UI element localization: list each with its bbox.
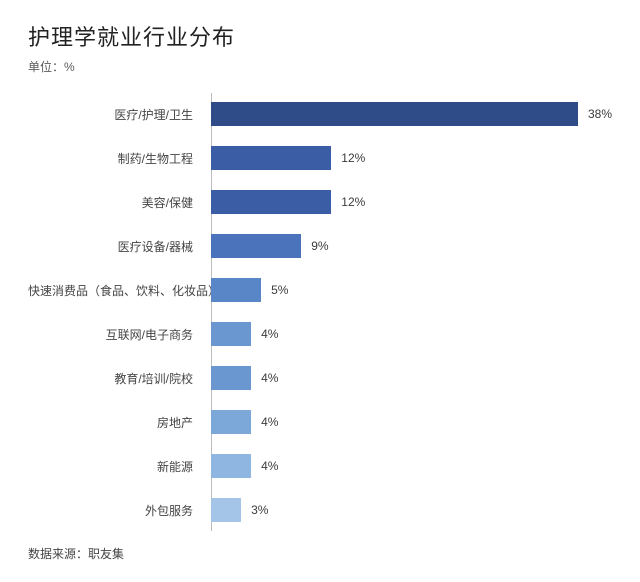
category-label: 医疗/护理/卫生 [28, 106, 203, 123]
bar [211, 234, 301, 258]
bar-value: 12% [341, 195, 365, 209]
bar [211, 410, 251, 434]
bar [211, 322, 251, 346]
bar-track: 12% [211, 146, 612, 170]
chart-unit: 单位：% [28, 58, 612, 75]
bar-row: 外包服务 3% [28, 495, 612, 525]
category-label: 房地产 [28, 414, 203, 431]
bar [211, 102, 578, 126]
chart-area: 医疗/护理/卫生 38% 制药/生物工程 12% 美容/保健 12% [28, 99, 612, 525]
category-label: 外包服务 [28, 502, 203, 519]
bar-track: 38% [211, 102, 612, 126]
bar-track: 4% [211, 454, 612, 478]
bar-track: 4% [211, 322, 612, 346]
category-label: 制药/生物工程 [28, 150, 203, 167]
bar-value: 3% [251, 503, 268, 517]
bar [211, 498, 241, 522]
bar [211, 366, 251, 390]
bar-value: 38% [588, 107, 612, 121]
bar-track: 5% [211, 278, 612, 302]
bar-row: 制药/生物工程 12% [28, 143, 612, 173]
bar-row: 医疗设备/器械 9% [28, 231, 612, 261]
bar-row: 教育/培训/院校 4% [28, 363, 612, 393]
bar-track: 4% [211, 410, 612, 434]
bar-value: 12% [341, 151, 365, 165]
bar-value: 5% [271, 283, 288, 297]
bar-value: 4% [261, 459, 278, 473]
bar [211, 454, 251, 478]
chart-title: 护理学就业行业分布 [28, 20, 612, 52]
category-label: 快速消费品（食品、饮料、化妆品） [28, 282, 203, 299]
bar-value: 4% [261, 415, 278, 429]
bar-row: 新能源 4% [28, 451, 612, 481]
bar-track: 3% [211, 498, 612, 522]
category-label: 医疗设备/器械 [28, 238, 203, 255]
bar-row: 房地产 4% [28, 407, 612, 437]
category-label: 美容/保健 [28, 194, 203, 211]
category-label: 教育/培训/院校 [28, 370, 203, 387]
category-label: 新能源 [28, 458, 203, 475]
bar [211, 190, 331, 214]
bar-row: 医疗/护理/卫生 38% [28, 99, 612, 129]
bar [211, 278, 261, 302]
bar-row: 快速消费品（食品、饮料、化妆品） 5% [28, 275, 612, 305]
category-label: 互联网/电子商务 [28, 326, 203, 343]
bar-row: 互联网/电子商务 4% [28, 319, 612, 349]
bar [211, 146, 331, 170]
bar-value: 4% [261, 327, 278, 341]
bar-value: 4% [261, 371, 278, 385]
bar-row: 美容/保健 12% [28, 187, 612, 217]
bar-track: 4% [211, 366, 612, 390]
bar-track: 12% [211, 190, 612, 214]
data-source-label: 数据来源：职友集 [28, 545, 124, 562]
bar-track: 9% [211, 234, 612, 258]
bar-value: 9% [311, 239, 328, 253]
